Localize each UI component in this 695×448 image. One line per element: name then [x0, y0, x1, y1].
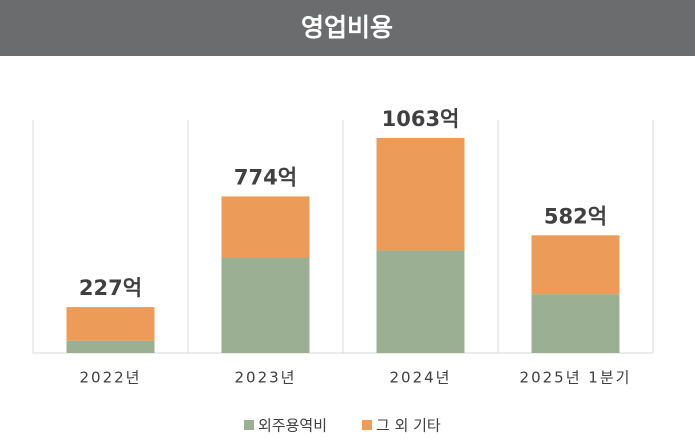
- bar-segment: [531, 235, 620, 295]
- header-bar: [0, 0, 695, 56]
- total-label: 774억: [234, 165, 297, 189]
- legend-swatch: [244, 420, 254, 430]
- x-tick-label: 2022년: [80, 369, 142, 387]
- bar-segment: [221, 196, 310, 258]
- legend-label: 외주용역비: [258, 417, 327, 435]
- chart-title: 영업비용: [301, 13, 393, 42]
- bar-segment: [531, 294, 620, 353]
- x-tick-label: 2023년: [235, 369, 297, 387]
- bar-segment: [221, 257, 310, 353]
- legend-swatch: [362, 420, 372, 430]
- x-tick-label: 2024년: [390, 369, 452, 387]
- bar-segment: [66, 340, 155, 353]
- total-label: 227억: [79, 276, 142, 300]
- x-tick-label: 2025년 1분기: [520, 369, 632, 387]
- total-label: 1063억: [382, 107, 460, 131]
- bar-segment: [376, 250, 465, 353]
- total-label: 582억: [544, 204, 607, 228]
- legend-label: 그 외 기타: [376, 417, 441, 435]
- bar-segment: [66, 307, 155, 341]
- bar-segment: [376, 138, 465, 251]
